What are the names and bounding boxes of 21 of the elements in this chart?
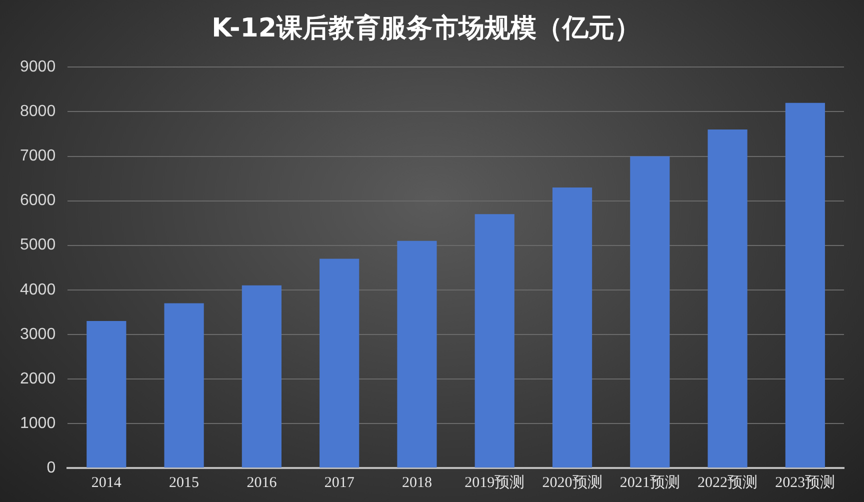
y-tick-label: 4000: [20, 281, 56, 298]
x-tick-label: 2023预测: [775, 474, 836, 491]
y-tick-label: 1000: [20, 414, 56, 432]
x-tick-label: 2015: [169, 474, 200, 491]
y-tick-label: 8000: [20, 103, 56, 120]
chart-title: K-12课后教育服务市场规模（亿元）: [212, 12, 640, 44]
y-tick-label: 9000: [20, 58, 56, 76]
y-tick-label: 2000: [20, 370, 56, 388]
x-tick-label: 2020预测: [542, 474, 602, 491]
x-tick-label: 2022预测: [698, 474, 758, 491]
y-tick-label: 5000: [20, 236, 56, 254]
x-tick-label: 2019预测: [464, 474, 525, 491]
x-tick-label: 2021预测: [620, 474, 680, 491]
x-tick-label: 2017: [324, 474, 355, 491]
y-tick-label: 6000: [20, 192, 56, 210]
y-tick-label: 0: [46, 459, 56, 476]
y-tick-label: 7000: [20, 148, 56, 165]
x-tick-label: 2014: [91, 474, 122, 491]
x-tick-label: 2018: [402, 474, 432, 491]
x-tick-label: 2016: [246, 474, 278, 491]
y-tick-label: 3000: [20, 326, 56, 343]
